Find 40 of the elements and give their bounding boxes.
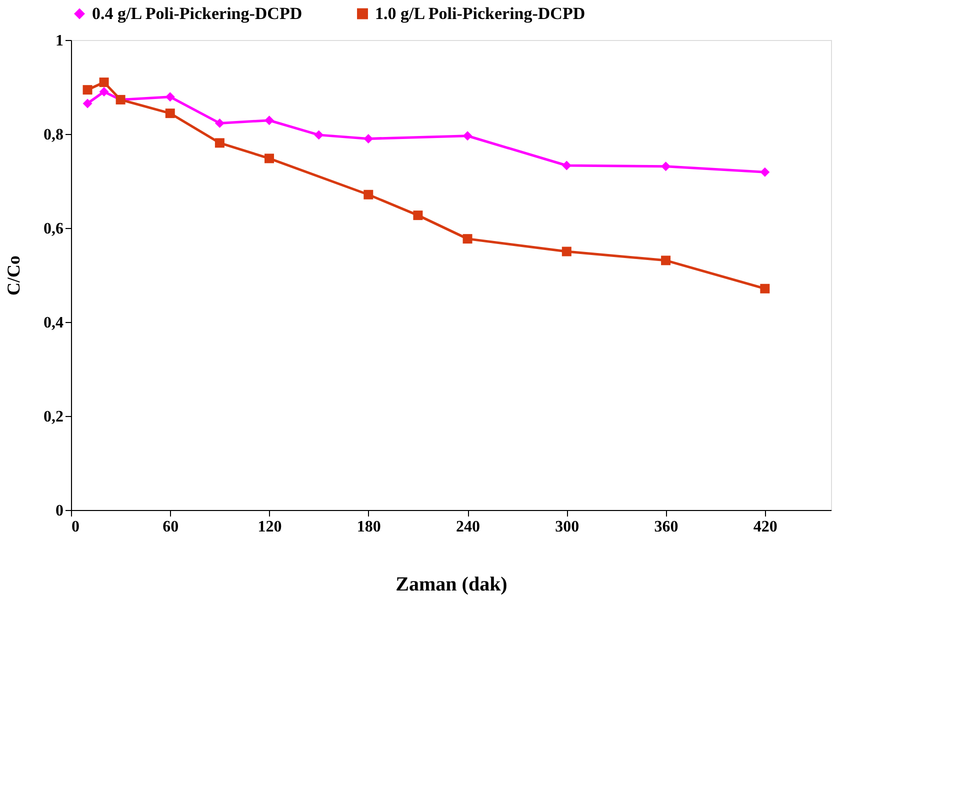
x-tick-label: 180	[356, 518, 381, 536]
point	[462, 234, 472, 244]
y-tick-label: 0,6	[44, 220, 64, 238]
point	[760, 167, 770, 177]
y-axis-title: C/Co	[4, 256, 24, 296]
point	[99, 86, 109, 96]
point	[364, 190, 374, 200]
y-tick-label: 0,8	[44, 126, 64, 144]
point	[165, 92, 175, 102]
y-tick-label: 1	[56, 32, 64, 50]
point	[661, 162, 671, 172]
x-tick-label: 300	[555, 518, 580, 536]
point	[214, 138, 224, 148]
point	[562, 246, 572, 256]
point	[214, 118, 224, 128]
point	[661, 256, 671, 266]
point	[562, 160, 572, 170]
point	[413, 210, 423, 220]
x-tick-label: 240	[456, 518, 480, 536]
point	[462, 131, 472, 141]
x-tick-label: 420	[753, 518, 778, 536]
x-tick-label: 120	[258, 518, 282, 536]
y-tick-label: 0	[56, 502, 64, 520]
point	[165, 108, 175, 118]
point	[264, 116, 274, 126]
x-tick-label: 360	[654, 518, 678, 536]
point	[314, 130, 324, 140]
point	[82, 85, 92, 95]
point	[364, 134, 374, 144]
x-tick-label: 60	[162, 518, 179, 536]
x-axis-title: Zaman (dak)	[396, 574, 508, 596]
y-tick-label: 0,4	[44, 314, 64, 332]
point	[82, 98, 92, 108]
x-tick-label: 0	[72, 518, 80, 536]
legend-label: 1.0 g/L Poli-Pickering-DCPD	[375, 4, 586, 23]
point	[760, 284, 770, 294]
y-tick-label: 0,2	[44, 408, 64, 426]
point	[264, 154, 274, 164]
legend-label: 0.4 g/L Poli-Pickering-DCPD	[92, 4, 302, 23]
point	[99, 78, 109, 88]
